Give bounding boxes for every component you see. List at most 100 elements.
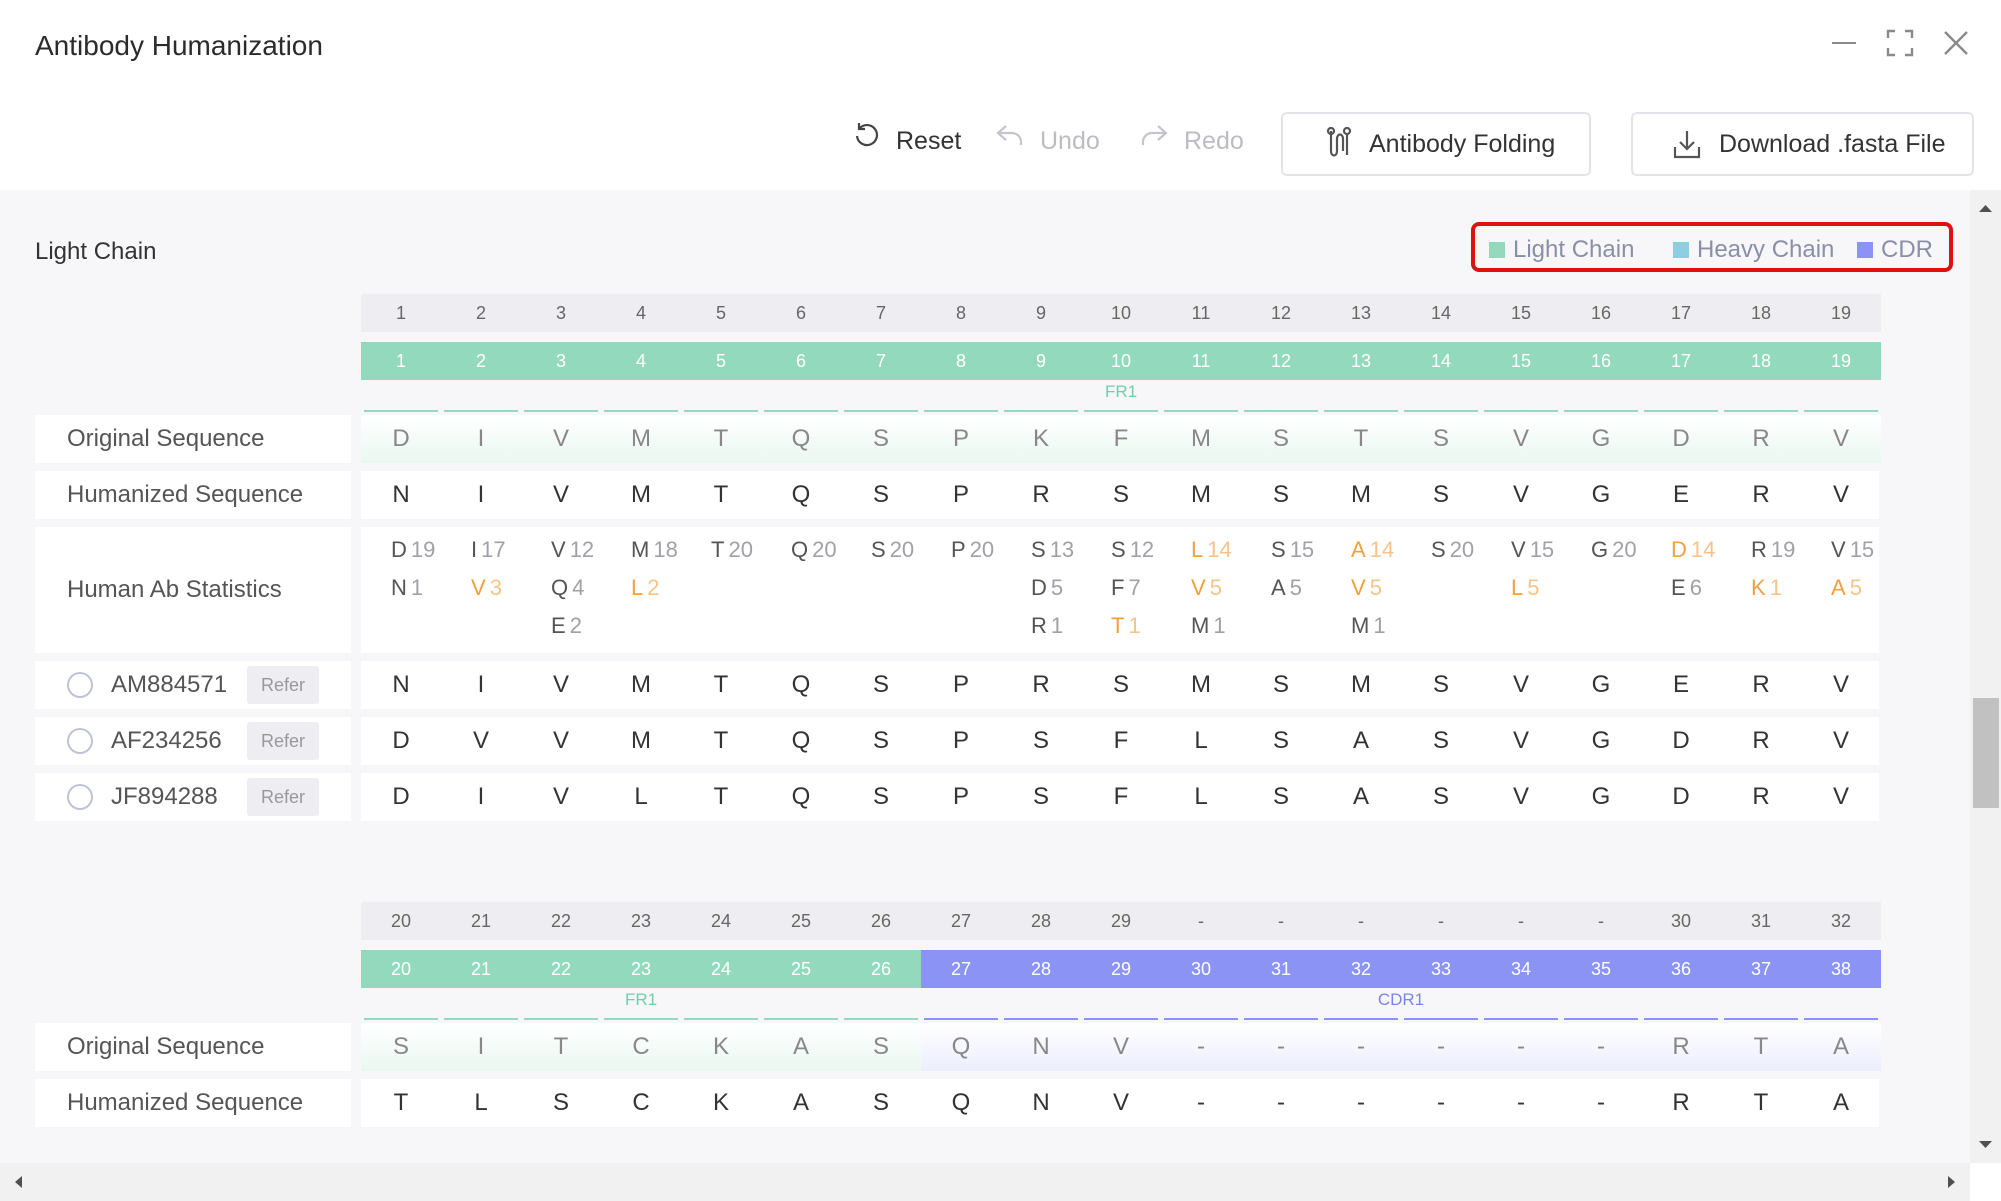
vertical-scroll-thumb[interactable]: [1973, 698, 1999, 808]
stat-residue: V: [1831, 537, 1846, 562]
stat-entry: G 20: [1591, 537, 1637, 563]
humanized-sequence-residue: -: [1197, 1089, 1205, 1116]
reference-radio[interactable]: [67, 784, 93, 810]
original-sequence-residue: A: [792, 1033, 809, 1060]
reference-sequence-residue: M: [1351, 671, 1371, 698]
index-cell: 12: [1270, 303, 1292, 323]
region-underline: [1004, 1018, 1078, 1020]
stat-residue: T: [711, 537, 725, 562]
humanized-sequence-residue: -: [1437, 1089, 1445, 1116]
region-underline: [444, 1018, 518, 1020]
original-sequence-residue: V: [1112, 1033, 1129, 1060]
index-cell: 29: [1110, 911, 1132, 931]
reference-sequence-residue: G: [1591, 671, 1611, 698]
refer-button[interactable]: Refer: [247, 778, 319, 816]
region-underline: [1244, 1018, 1318, 1020]
stat-count: 5: [1050, 575, 1064, 600]
download-fasta-button[interactable]: Download .fasta File: [1631, 112, 1974, 176]
refer-button[interactable]: Refer: [247, 666, 319, 704]
original-sequence-residue: S: [392, 1033, 409, 1060]
stat-residue: N: [391, 575, 407, 600]
minimize-icon[interactable]: [1826, 28, 1862, 64]
stat-residue: M: [1191, 613, 1210, 638]
reset-button[interactable]: Reset: [852, 112, 961, 170]
close-icon[interactable]: [1938, 28, 1974, 64]
light-chain-numbering-cell: 5: [681, 342, 761, 380]
reference-sequence-residue: R: [1752, 671, 1770, 698]
original-sequence-label-text: Original Sequence: [67, 425, 265, 452]
legend-heavy-chain: Heavy Chain: [1673, 236, 1834, 264]
cdr-numbering-cell: 38: [1801, 950, 1881, 988]
stat-residue: L: [631, 575, 644, 600]
light-chain-numbering-cell: 2: [441, 342, 521, 380]
original-sequence-residue: M: [631, 425, 651, 452]
index-cell: 7: [875, 303, 886, 323]
humanized-sequence-residue: M: [1351, 481, 1371, 508]
stat-count: 1: [410, 575, 424, 600]
index-cell: 27: [950, 911, 972, 931]
humanized-sequence-row: [361, 1079, 1879, 1127]
original-sequence-residue: Q: [951, 1033, 971, 1060]
reference-sequence-residue: D: [1672, 727, 1690, 754]
stat-residue: V: [1351, 575, 1366, 600]
stat-residue: V: [551, 537, 566, 562]
redo-button[interactable]: Redo: [1138, 112, 1244, 170]
stat-entry: M 18: [631, 537, 678, 563]
legend-cdr: CDR: [1857, 236, 1933, 264]
maximize-icon[interactable]: [1882, 28, 1918, 64]
light-chain-numbering-cell: 14: [1401, 342, 1481, 380]
stat-count: 1: [1373, 613, 1386, 638]
original-sequence-residue: R: [1752, 425, 1770, 452]
index-cell: -: [1518, 911, 1524, 931]
scroll-down-icon[interactable]: [1970, 1135, 2001, 1155]
humanized-sequence-residue: -: [1357, 1089, 1365, 1116]
original-sequence-residue: S: [1272, 425, 1289, 452]
reference-sequence-residue: R: [1752, 783, 1770, 810]
original-sequence-residue: -: [1517, 1033, 1525, 1060]
title-bar: Antibody Humanization: [0, 0, 2001, 100]
undo-button[interactable]: Undo: [994, 112, 1100, 170]
light-chain-numbering-cell: 3: [521, 342, 601, 380]
heavy-chain-swatch: [1673, 242, 1689, 258]
index-cell: 19: [1830, 303, 1852, 323]
original-sequence-residue: T: [713, 425, 729, 452]
scroll-right-icon[interactable]: [1942, 1163, 1962, 1201]
reference-radio[interactable]: [67, 728, 93, 754]
reference-sequence-residue: S: [1272, 727, 1289, 754]
index-cell: 8: [955, 303, 966, 323]
stat-count: 3: [489, 575, 502, 600]
original-sequence-residue: -: [1197, 1033, 1205, 1060]
light-chain-numbering-cell: 8: [921, 342, 1001, 380]
region-underline: [1164, 1018, 1238, 1020]
scroll-up-icon[interactable]: [1970, 198, 2001, 218]
vertical-scrollbar[interactable]: [1970, 190, 2001, 1163]
stat-count: 7: [1128, 575, 1141, 600]
original-sequence-residue: I: [477, 425, 485, 452]
stat-residue: V: [1191, 575, 1206, 600]
antibody-folding-button[interactable]: Antibody Folding: [1281, 112, 1591, 176]
cdr-numbering-cell: 27: [921, 950, 1001, 988]
stat-count: 1: [1769, 575, 1782, 600]
region-underline: [1004, 410, 1078, 412]
reference-sequence-residue: F: [1113, 783, 1129, 810]
stat-entry: D 19: [391, 537, 435, 563]
stat-count: 12: [1129, 537, 1155, 562]
reference-sequence-residue: S: [1272, 783, 1289, 810]
humanized-sequence-residue: S: [552, 1089, 569, 1116]
horizontal-scrollbar[interactable]: [0, 1163, 1970, 1201]
cdr-numbering-cell: 37: [1721, 950, 1801, 988]
refer-button[interactable]: Refer: [247, 722, 319, 760]
original-sequence-residue: I: [477, 1033, 485, 1060]
reference-radio[interactable]: [67, 672, 93, 698]
index-cell: 1: [395, 303, 406, 323]
window-title: Antibody Humanization: [35, 30, 323, 61]
original-sequence-label: Original Sequence: [35, 1023, 351, 1071]
humanized-sequence-residue: Q: [951, 1089, 971, 1116]
reference-sequence-residue: R: [1752, 727, 1770, 754]
scroll-left-icon[interactable]: [8, 1163, 28, 1201]
light-chain-numbering-cell: 9: [1001, 342, 1081, 380]
reference-id: AF234256: [111, 727, 222, 754]
